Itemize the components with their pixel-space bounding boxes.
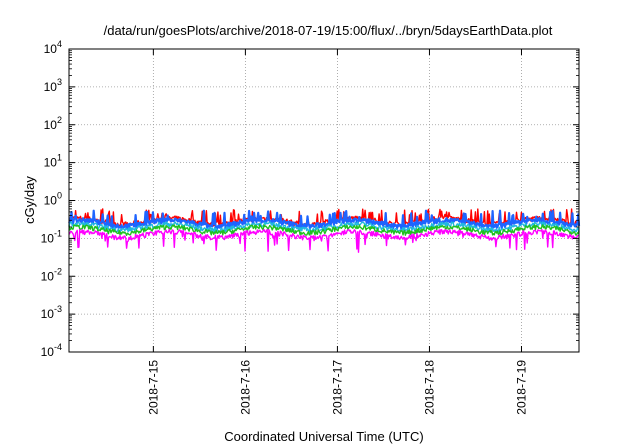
y-tick-base: 10 xyxy=(44,80,58,94)
y-tick-label: 103 xyxy=(44,77,62,94)
y-tick-base: 10 xyxy=(41,345,55,359)
y-tick-label: 100 xyxy=(44,191,62,208)
y-tick-label: 101 xyxy=(44,153,62,170)
chart-title: /data/run/goesPlots/archive/2018-07-19/1… xyxy=(104,23,553,38)
y-tick-label: 10-4 xyxy=(41,342,62,359)
series-line xyxy=(68,209,581,230)
series-line xyxy=(68,228,580,253)
x-tick-label: 2018-7-18 xyxy=(422,360,436,415)
x-tick-label: 2018-7-19 xyxy=(514,360,528,415)
y-tick-exponent: -3 xyxy=(54,304,62,314)
y-axis-title: cGy/day xyxy=(22,176,37,224)
y-tick-base: 10 xyxy=(44,42,58,56)
y-tick-exponent: -4 xyxy=(54,342,62,352)
axis-ticks: 10410310210110010-110-210-310-42018-7-15… xyxy=(41,39,579,415)
y-tick-exponent: 4 xyxy=(57,39,62,49)
y-tick-label: 10-3 xyxy=(41,304,62,321)
y-tick-exponent: 2 xyxy=(57,115,62,125)
y-tick-base: 10 xyxy=(44,194,58,208)
x-tick-label: 2018-7-15 xyxy=(146,360,160,415)
data-series xyxy=(68,208,581,253)
series-line xyxy=(68,224,580,236)
x-tick-label: 2018-7-17 xyxy=(330,360,344,415)
y-tick-base: 10 xyxy=(44,118,58,132)
y-tick-label: 10-1 xyxy=(41,228,62,245)
y-tick-base: 10 xyxy=(44,156,58,170)
y-tick-label: 102 xyxy=(44,115,62,132)
y-tick-exponent: 1 xyxy=(57,153,62,163)
x-axis-title: Coordinated Universal Time (UTC) xyxy=(224,429,423,444)
y-tick-exponent: 3 xyxy=(57,77,62,87)
y-tick-exponent: -1 xyxy=(54,228,62,238)
y-tick-base: 10 xyxy=(41,269,55,283)
y-tick-label: 10-2 xyxy=(41,266,62,283)
x-tick-label: 2018-7-16 xyxy=(238,360,252,415)
y-tick-exponent: 0 xyxy=(57,191,62,201)
y-tick-exponent: -2 xyxy=(54,266,62,276)
y-tick-base: 10 xyxy=(41,307,55,321)
y-tick-base: 10 xyxy=(41,231,55,245)
y-tick-label: 104 xyxy=(44,39,62,56)
grid xyxy=(69,49,579,352)
